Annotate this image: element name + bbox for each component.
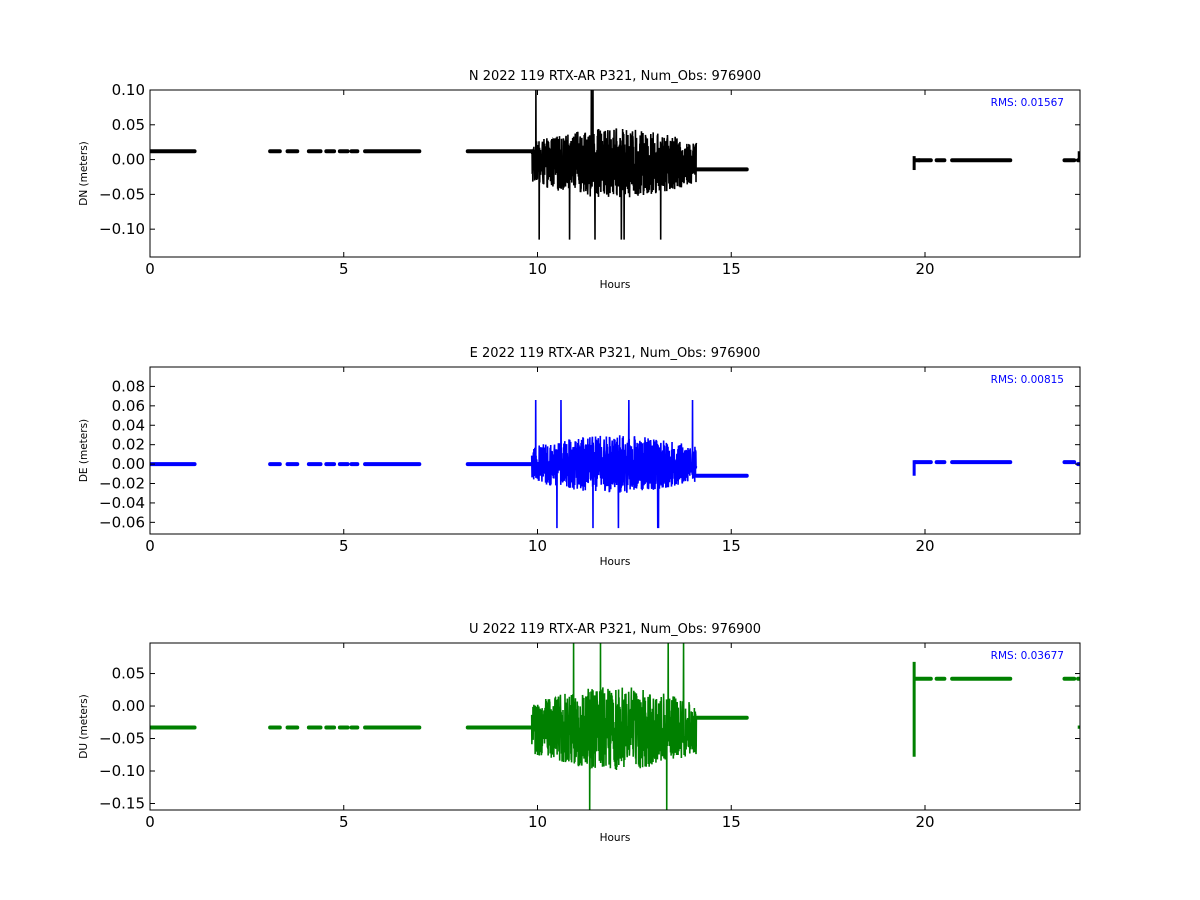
axes-frame [149,89,1081,258]
rms-annotation: RMS: 0.03677 [991,650,1064,662]
x-tick-label: 20 [915,537,934,555]
y-tick-label: −0.05 [99,185,145,203]
y-tick-label: −0.10 [99,762,145,780]
y-axis-label: DE (meters) [78,419,90,482]
panel-east: E 2022 119 RTX-AR P321, Num_Obs: 976900 0… [78,346,1081,568]
y-tick-label: −0.10 [99,220,145,238]
panel-up: U 2022 119 RTX-AR P321, Num_Obs: 976900 0… [78,622,1081,844]
y-tick-label: 0.08 [112,377,145,395]
y-tick-label: 0.05 [112,116,145,134]
x-tick-label: 10 [528,813,547,831]
axes-frame [149,366,1081,535]
x-axis-label: Hours [600,279,631,291]
x-tick-label: 0 [145,537,155,555]
rms-annotation: RMS: 0.00815 [991,374,1064,386]
y-axis-label: DU (meters) [78,694,90,758]
y-tick-label: −0.06 [99,513,145,531]
x-tick-label: 10 [528,260,547,278]
panel-north: N 2022 119 RTX-AR P321, Num_Obs: 976900 0… [78,69,1081,291]
x-tick-label: 0 [145,260,155,278]
y-tick-label: 0.04 [112,416,145,434]
y-tick-label: 0.00 [112,697,145,715]
noise-trace [530,643,698,810]
x-axis-label: Hours [600,556,631,568]
x-axis-label: Hours [600,832,631,844]
series-data [150,643,1080,810]
chart-title: E 2022 119 RTX-AR P321, Num_Obs: 976900 [470,346,761,361]
noise-trace [530,90,698,240]
series-data [150,90,1080,240]
x-tick-label: 15 [722,537,741,555]
y-tick-label: 0.00 [112,455,145,473]
y-tick-label: 0.02 [112,436,145,454]
x-tick-label: 20 [915,813,934,831]
y-tick-label: −0.04 [99,494,145,512]
y-tick-label: −0.15 [99,795,145,813]
x-tick-label: 10 [528,537,547,555]
noise-trace [530,400,698,529]
x-tick-label: 15 [722,260,741,278]
chart-title: U 2022 119 RTX-AR P321, Num_Obs: 976900 [469,622,761,637]
x-tick-label: 0 [145,813,155,831]
rms-annotation: RMS: 0.01567 [991,97,1064,109]
y-tick-label: 0.06 [112,397,145,415]
y-tick-label: 0.05 [112,665,145,683]
x-tick-label: 15 [722,813,741,831]
series-data [150,400,1080,529]
axes-frame [149,642,1081,811]
panels: N 2022 119 RTX-AR P321, Num_Obs: 976900 0… [78,69,1081,844]
x-tick-label: 5 [339,813,349,831]
x-tick-label: 5 [339,260,349,278]
y-tick-label: −0.02 [99,475,145,493]
x-tick-label: 20 [915,260,934,278]
chart-title: N 2022 119 RTX-AR P321, Num_Obs: 976900 [469,69,761,84]
y-tick-label: 0.00 [112,151,145,169]
x-tick-label: 5 [339,537,349,555]
y-tick-label: 0.10 [112,81,145,99]
y-axis-label: DN (meters) [78,141,90,206]
y-tick-label: −0.05 [99,730,145,748]
